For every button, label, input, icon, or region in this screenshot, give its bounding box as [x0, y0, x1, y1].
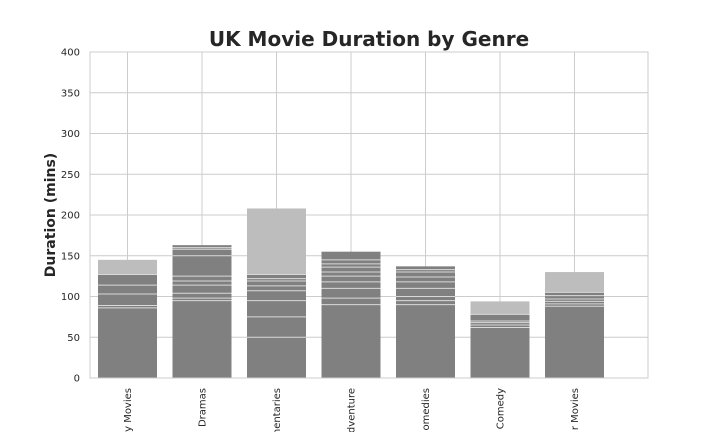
- bar-segment: [321, 272, 381, 277]
- bar-segment: [545, 298, 604, 302]
- bar-group: [545, 272, 604, 378]
- bar-segment: [98, 307, 157, 378]
- bar-segment: [172, 247, 232, 250]
- x-tick-label: dventure: [347, 388, 358, 432]
- y-ticks: 0 50 100 150 200 250 300 350 400: [61, 48, 80, 385]
- bar-segment: [396, 300, 455, 305]
- bar-segment: [396, 281, 455, 289]
- chart-title: UK Movie Duration by Genre: [209, 27, 529, 51]
- bar-segment: [396, 269, 455, 273]
- bar-segment: [98, 305, 157, 308]
- bar-segment: [247, 274, 306, 279]
- bar-group: [247, 208, 306, 378]
- y-tick-label: 300: [61, 129, 80, 140]
- bar-segment: [247, 300, 306, 317]
- bar-segment: [98, 274, 157, 286]
- bar-segment: [321, 288, 381, 299]
- x-tick-label: y Movies: [123, 388, 134, 432]
- bar-segment: [470, 325, 530, 328]
- x-ticks: y Movies Dramas mentaries dventure omedies Co…: [123, 388, 581, 432]
- bar-segment: [470, 301, 530, 315]
- bar-segment: [321, 281, 381, 289]
- bar-segment: [247, 278, 306, 282]
- bar-segment: [545, 272, 604, 293]
- bar-segment: [172, 293, 232, 299]
- bar-segment: [321, 251, 381, 260]
- bar-group: [470, 301, 530, 378]
- bar-segment: [247, 208, 306, 275]
- bar-segment: [396, 272, 455, 277]
- x-tick-label: Dramas: [198, 388, 209, 427]
- y-tick-label: 150: [61, 251, 80, 262]
- bar-segment: [98, 294, 157, 306]
- x-tick-label: omedies: [421, 388, 432, 431]
- x-tick-label: mentaries: [272, 388, 283, 432]
- x-tick-label: Comedy: [496, 388, 507, 429]
- bar-segment: [396, 304, 455, 378]
- bar-segment: [545, 306, 604, 378]
- bar-segment: [470, 320, 530, 323]
- bar-segment: [321, 259, 381, 264]
- bar-segment: [172, 281, 232, 286]
- bar-segment: [247, 281, 306, 286]
- bar-segment: [321, 267, 381, 273]
- y-tick-label: 200: [61, 211, 80, 222]
- bar-segment: [321, 263, 381, 268]
- x-tick-label: r Movies: [570, 388, 581, 430]
- bar-segment: [545, 303, 604, 307]
- bar-segment: [172, 300, 232, 378]
- y-tick-label: 50: [67, 333, 80, 344]
- bar-group: [98, 259, 157, 378]
- plot-frame: [89, 51, 649, 379]
- bar-group: [396, 266, 455, 378]
- bar-segment: [396, 276, 455, 282]
- bar-segment: [247, 285, 306, 291]
- y-tick-label: 100: [61, 292, 80, 303]
- bar-segment: [321, 298, 381, 305]
- bar-segment: [172, 276, 232, 282]
- bar-segment: [172, 255, 232, 277]
- bar-segment: [172, 298, 232, 301]
- bar-segment: [545, 301, 604, 304]
- bar-segment: [172, 245, 232, 248]
- bar-segment: [470, 327, 530, 378]
- y-tick-label: 350: [61, 88, 80, 99]
- bar-segment: [172, 285, 232, 294]
- bar-segment: [321, 304, 381, 378]
- bar-segment: [172, 249, 232, 256]
- bar-segment: [470, 314, 530, 321]
- y-tick-label: 250: [61, 170, 80, 181]
- bar-segment: [545, 295, 604, 299]
- bars: [98, 208, 604, 378]
- bar-segment: [247, 316, 306, 338]
- bar-segment: [396, 288, 455, 297]
- bar-group: [321, 251, 381, 378]
- bar-group: [172, 245, 232, 378]
- bar-segment: [247, 337, 306, 378]
- bar-segment: [545, 292, 604, 296]
- bar-segment: [396, 266, 455, 270]
- bar-segment: [98, 285, 157, 295]
- bar-segment: [247, 290, 306, 301]
- y-tick-label: 400: [61, 48, 80, 59]
- y-tick-label: 0: [74, 374, 80, 385]
- bar-segment: [321, 276, 381, 282]
- bar-segment: [396, 296, 455, 301]
- bar-segment: [98, 259, 157, 275]
- y-axis-label: Duration (mins): [43, 153, 59, 277]
- bar-segment: [470, 322, 530, 326]
